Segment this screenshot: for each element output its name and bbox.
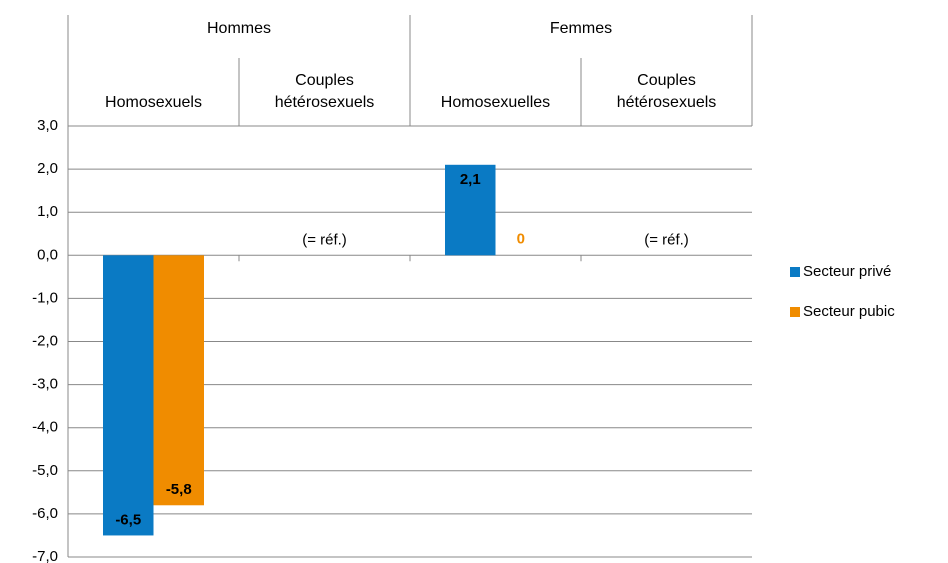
legend-swatch bbox=[790, 307, 800, 317]
y-tick-label: 1,0 bbox=[37, 203, 58, 220]
bar bbox=[103, 255, 154, 536]
data-label: -5,8 bbox=[166, 481, 192, 498]
y-tick-label: -6,0 bbox=[32, 505, 58, 522]
y-tick-label: 0,0 bbox=[37, 246, 58, 263]
data-label: 0 bbox=[517, 230, 525, 247]
y-tick-label: 3,0 bbox=[37, 117, 58, 134]
y-tick-label: -3,0 bbox=[32, 376, 58, 393]
y-tick-label: 2,0 bbox=[37, 160, 58, 177]
annotation: (= réf.) bbox=[302, 231, 347, 248]
x-tick-label: Couples hétérosexuels bbox=[616, 72, 717, 111]
bar bbox=[153, 255, 204, 506]
legend-label: Secteur pubic bbox=[803, 303, 895, 320]
data-label: -6,5 bbox=[115, 511, 141, 528]
annotation: (= réf.) bbox=[644, 231, 689, 248]
y-tick-label: -2,0 bbox=[32, 332, 58, 349]
y-tick-label: -5,0 bbox=[32, 462, 58, 479]
x-tick-label: Couples hétérosexuels bbox=[274, 72, 375, 111]
y-tick-label: -1,0 bbox=[32, 289, 58, 306]
y-tick-label: -4,0 bbox=[32, 419, 58, 436]
legend-label: Secteur privé bbox=[803, 263, 891, 280]
y-tick-label: -7,0 bbox=[32, 548, 58, 563]
group-label: Femmes bbox=[549, 20, 613, 37]
group-label: Hommes bbox=[206, 20, 271, 37]
legend-swatch bbox=[790, 267, 800, 277]
data-label: 2,1 bbox=[460, 171, 481, 188]
bar bbox=[445, 164, 496, 256]
x-tick-label: Homosexuels bbox=[105, 94, 202, 111]
x-tick-label: Homosexuelles bbox=[440, 94, 551, 111]
